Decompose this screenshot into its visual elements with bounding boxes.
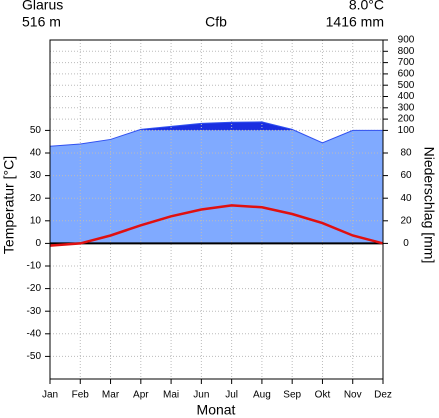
x-tick-label: Mai — [163, 390, 179, 401]
y2-tick-label: 300 — [398, 102, 415, 113]
y-tick-label: 50 — [30, 125, 42, 136]
humid-area — [50, 130, 383, 244]
y2-tick-label: 600 — [398, 69, 415, 80]
y2-tick-label: 100 — [398, 125, 415, 136]
x-tick-label: Jan — [42, 390, 58, 401]
y2-tick-label: 700 — [398, 57, 415, 68]
x-tick-label: Apr — [133, 390, 149, 401]
y-tick-label: -50 — [27, 351, 42, 362]
temperature-line — [49, 204, 384, 247]
y2-tick-label: 800 — [398, 46, 415, 57]
x-tick-label: Feb — [72, 390, 90, 401]
x-tick-label: Mar — [102, 390, 120, 401]
mean-temperature: 8.0°C — [349, 0, 384, 13]
x-tick-label: Sep — [283, 390, 301, 401]
x-tick-label: Dez — [374, 390, 392, 401]
y-tick-label: -30 — [27, 306, 42, 317]
station: Glarus — [22, 0, 63, 13]
y2-tick-label: 20 — [400, 215, 412, 226]
x-tick-label: Jul — [225, 390, 238, 401]
y2-axis-label: Niederschlag [mm] — [421, 147, 437, 264]
y2-tick-label: 500 — [398, 80, 415, 91]
y2-tick-label: 200 — [398, 114, 415, 125]
y2-tick-label: 0 — [403, 238, 409, 249]
plot-frame — [49, 39, 384, 380]
y2-tick-label: 900 — [398, 35, 415, 46]
y-tick-label: 0 — [35, 238, 41, 249]
y-tick-label: 30 — [30, 170, 42, 181]
x-tick-label: Aug — [253, 390, 271, 401]
y2-tick-label: 40 — [400, 193, 412, 204]
climate-class: Cfb — [205, 14, 227, 30]
elevation: 516 m — [22, 14, 61, 30]
x-axis-label: Monat — [197, 402, 236, 418]
y-axis-label: Temperatur [°C] — [1, 156, 17, 254]
y2-tick-label: 60 — [400, 170, 412, 181]
y2-tick-label: 80 — [400, 148, 412, 159]
precipitation-line — [49, 121, 383, 147]
y-tick-label: 10 — [30, 215, 42, 226]
y-tick-label: 40 — [30, 148, 42, 159]
y-tick-label: 20 — [30, 193, 42, 204]
x-tick-label: Nov — [344, 390, 362, 401]
y-tick-label: -10 — [27, 261, 42, 272]
annual-precipitation: 1416 mm — [326, 14, 384, 30]
y-tick-label: -40 — [27, 328, 42, 339]
y2-tick-label: 400 — [398, 91, 415, 102]
x-tick-label: Okt — [315, 390, 331, 401]
y-tick-label: -20 — [27, 283, 42, 294]
x-tick-label: Jun — [193, 390, 209, 401]
